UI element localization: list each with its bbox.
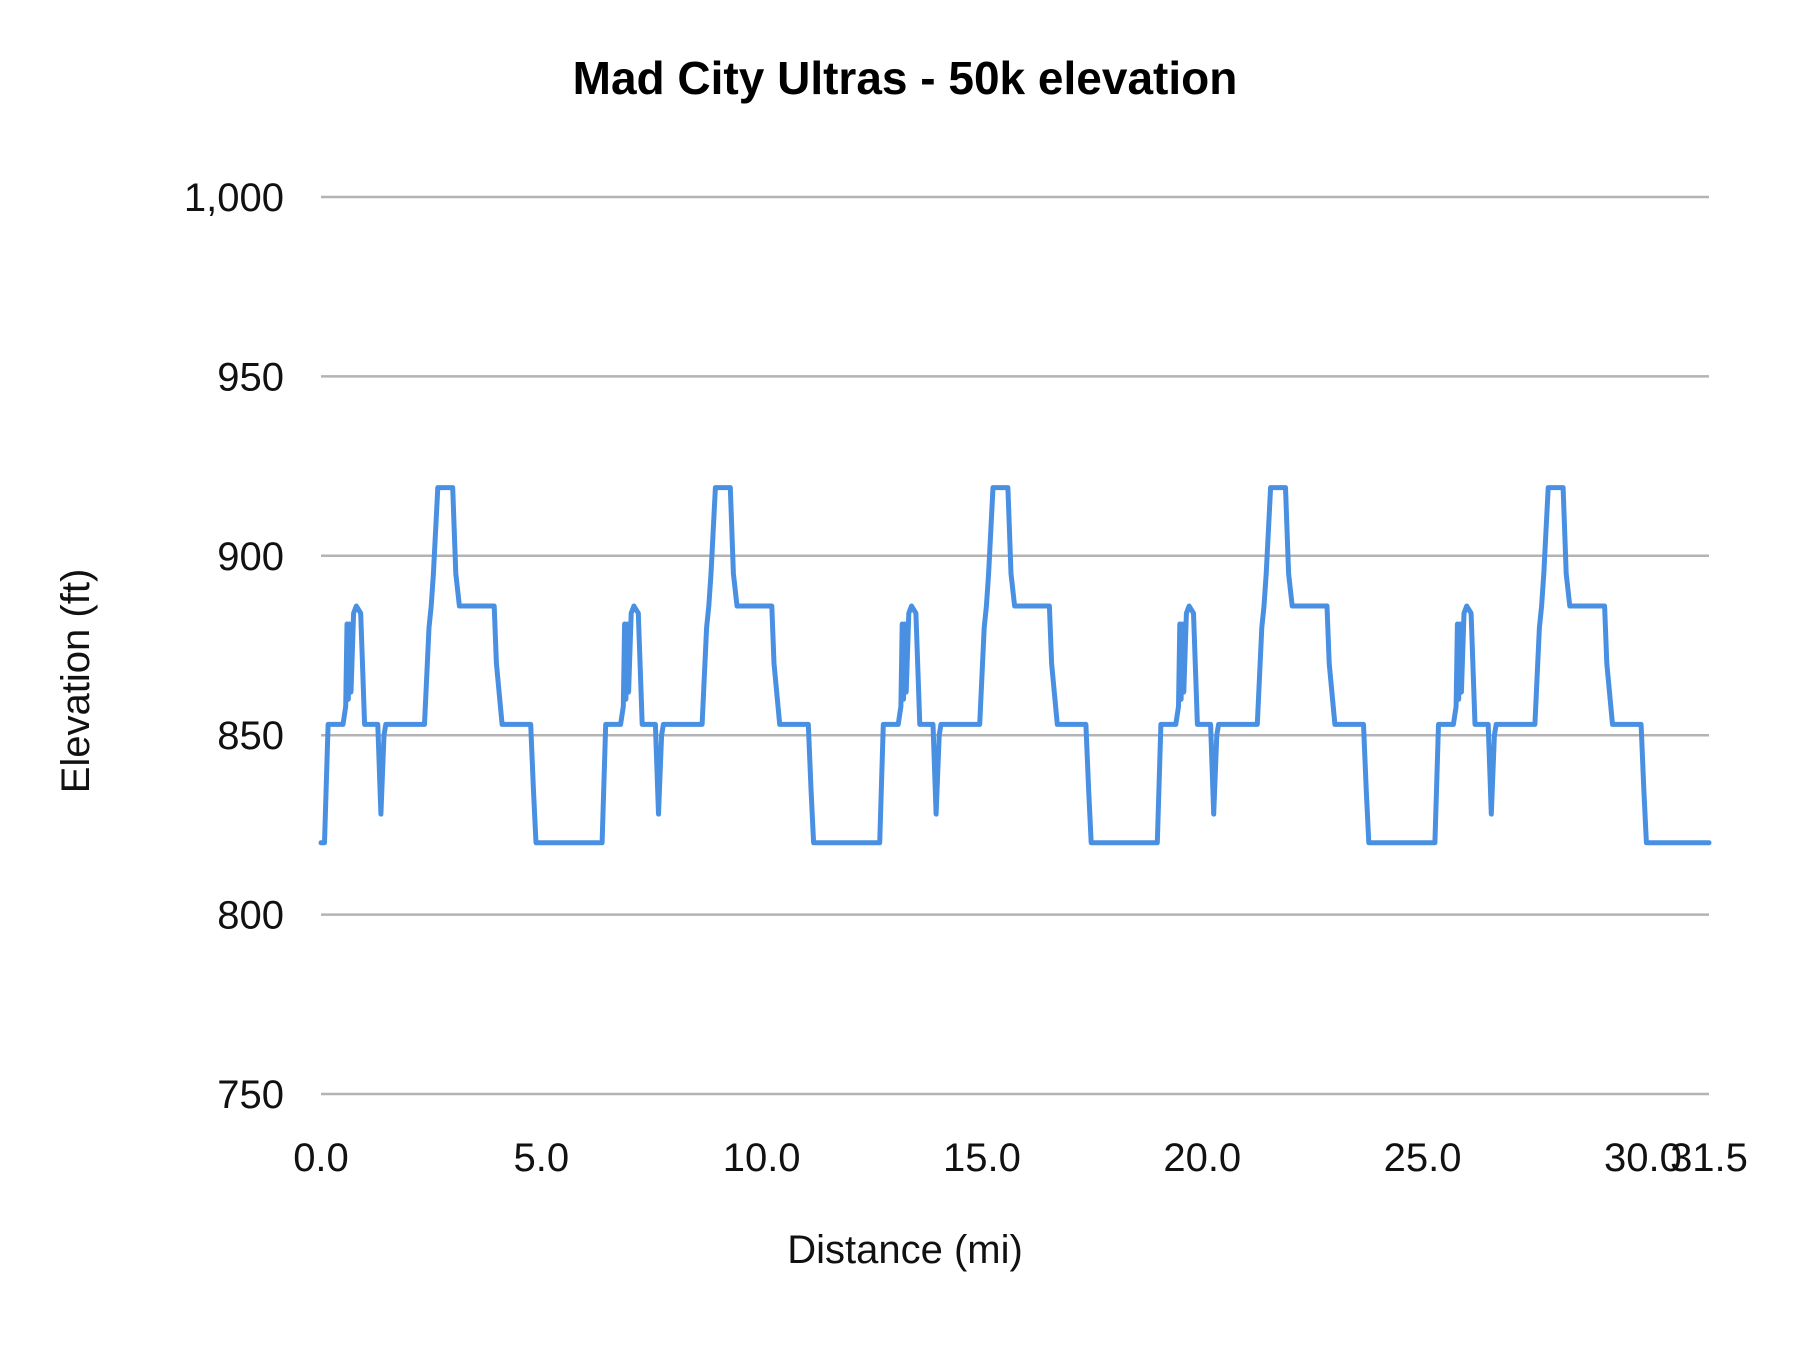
y-tick-label: 900 bbox=[217, 535, 284, 579]
y-tick-label: 950 bbox=[217, 355, 284, 399]
x-tick-label: 0.0 bbox=[293, 1136, 349, 1180]
x-tick-label: 25.0 bbox=[1384, 1136, 1462, 1180]
x-tick-label: 30.0 bbox=[1604, 1136, 1682, 1180]
x-axis-title: Distance (mi) bbox=[787, 1228, 1023, 1272]
chart-title: Mad City Ultras - 50k elevation bbox=[573, 52, 1238, 104]
y-axis-ticks: 750 800 850 900 950 1,000 bbox=[184, 176, 284, 1117]
x-tick-label: 5.0 bbox=[514, 1136, 570, 1180]
gridlines bbox=[321, 195, 1709, 1096]
y-tick-label: 800 bbox=[217, 894, 284, 938]
y-tick-label: 850 bbox=[217, 714, 284, 758]
y-axis-title: Elevation (ft) bbox=[54, 569, 98, 794]
y-tick-label: 1,000 bbox=[184, 176, 284, 220]
x-tick-label: 15.0 bbox=[943, 1136, 1021, 1180]
y-tick-label: 750 bbox=[217, 1073, 284, 1117]
x-tick-label: 10.0 bbox=[723, 1136, 801, 1180]
x-axis-ticks: 0.0 5.0 10.0 15.0 20.0 25.0 30.031.5 bbox=[293, 1136, 1748, 1180]
x-tick-label: 31.5 bbox=[1670, 1136, 1748, 1180]
x-tick-label: 20.0 bbox=[1163, 1136, 1241, 1180]
elevation-line bbox=[318, 485, 1712, 846]
